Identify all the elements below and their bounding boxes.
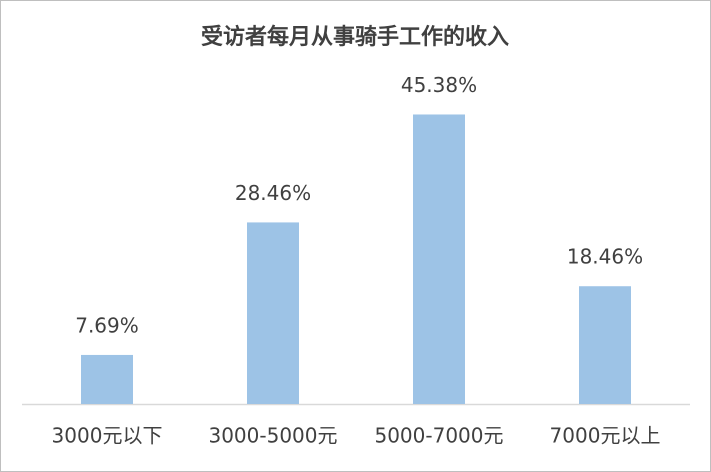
bar	[247, 222, 299, 404]
value-label: 45.38%	[401, 73, 477, 97]
x-tick-label: 3000元以下	[52, 424, 163, 448]
value-label: 18.46%	[567, 245, 643, 269]
chart-title: 受访者每月从事骑手工作的收入	[201, 24, 509, 50]
bar	[579, 286, 631, 404]
value-label: 7.69%	[75, 313, 139, 337]
value-label: 28.46%	[235, 181, 311, 205]
bar	[81, 354, 133, 404]
x-tick-label: 7000元以上	[550, 424, 661, 448]
bar	[413, 114, 465, 405]
x-tick-label: 3000-5000元	[208, 424, 337, 448]
x-tick-label: 5000-7000元	[374, 424, 503, 448]
